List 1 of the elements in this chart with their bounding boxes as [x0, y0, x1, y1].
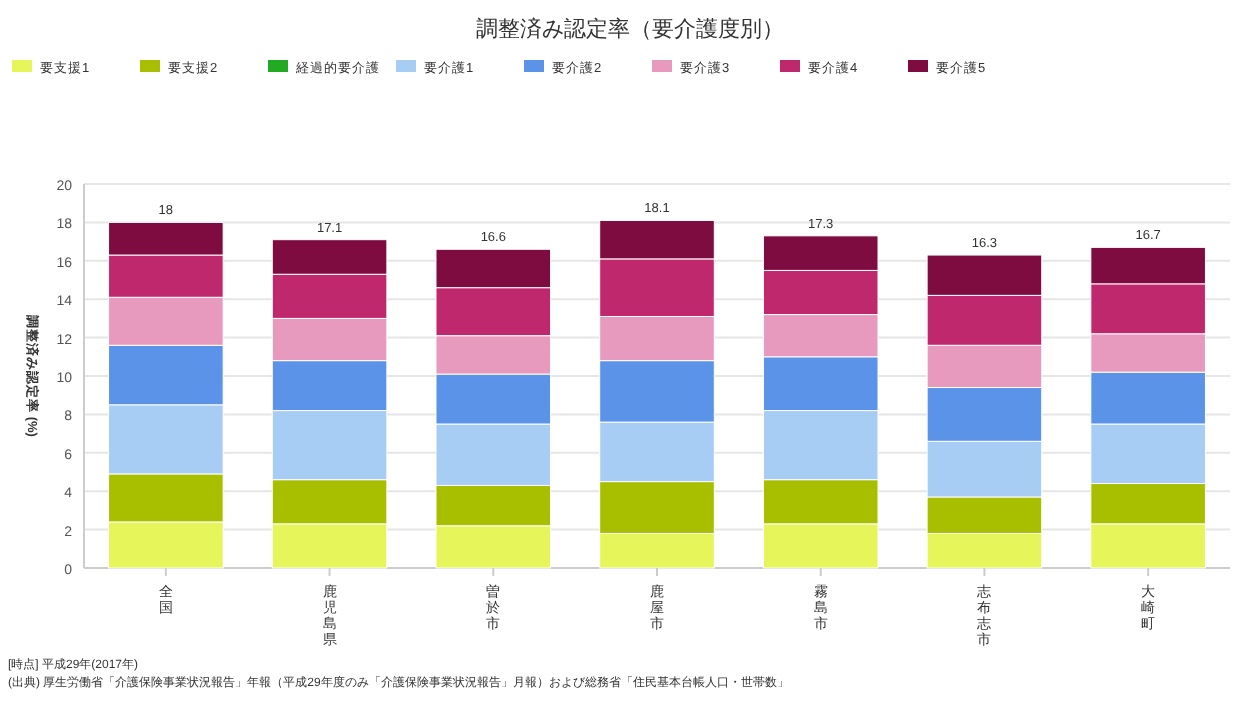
chart-title: 調整済み認定率（要介護度別） [476, 16, 784, 42]
